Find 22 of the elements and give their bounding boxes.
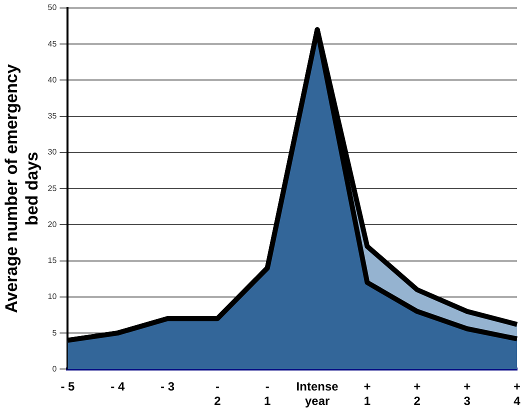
x-tick-label: - 5	[60, 380, 76, 394]
y-tick-label: 35	[48, 112, 58, 121]
y-axis-title: Average number of emergency bed days	[2, 64, 42, 313]
y-tick-label: 10	[48, 292, 58, 302]
x-tick-label: - 1	[264, 380, 272, 408]
y-tick-label: 15	[48, 256, 58, 266]
y-tick-label: 5	[52, 328, 58, 338]
x-tick-label: + 2	[414, 380, 421, 408]
x-tick-label: Intense year	[296, 380, 339, 408]
x-tick-label: - 3	[160, 380, 175, 394]
x-tick-label: + 1	[364, 380, 371, 408]
y-tick-label: 50	[48, 3, 58, 12]
y-tick-label: 20	[48, 220, 58, 229]
x-tick-label: + 3	[464, 380, 471, 408]
y-tick-label: 30	[48, 148, 58, 157]
x-tick-label: - 2	[214, 380, 222, 408]
y-tick-label: 25	[48, 184, 58, 193]
y-tick-label: 45	[48, 39, 58, 48]
x-tick-label: + 4	[513, 380, 521, 408]
x-tick-label: - 4	[110, 380, 125, 394]
y-tick-label: 40	[48, 75, 58, 84]
y-tick-label: 0	[52, 364, 58, 374]
